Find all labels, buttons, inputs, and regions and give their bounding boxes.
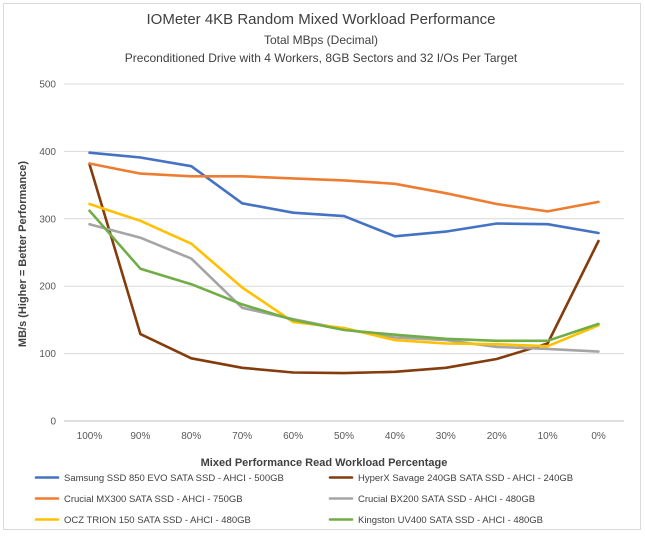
legend-label: OCZ TRION 150 SATA SSD - AHCI - 480GB — [64, 515, 251, 526]
y-tick-label: 400 — [39, 147, 56, 158]
x-axis-ticks: 100% 90% 80% 70% 60% 50% 40% 30% 20% 10% 0% — [77, 431, 606, 442]
chart-title: IOMeter 4KB Random Mixed Workload Perfor… — [146, 11, 495, 28]
line-chart: IOMeter 4KB Random Mixed Workload Perfor… — [17, 11, 624, 526]
series-lines — [88, 151, 600, 375]
series-line-4 — [88, 222, 600, 353]
legend-label: Crucial BX200 SATA SSD - AHCI - 480GB — [358, 494, 535, 505]
series-line-1 — [88, 151, 600, 238]
x-tick-label: 80% — [181, 431, 201, 442]
series-line-6 — [88, 209, 600, 343]
legend-label: Crucial MX300 SATA SSD - AHCI - 750GB — [64, 494, 243, 505]
x-tick-label: 20% — [487, 431, 507, 442]
series-line-2 — [88, 162, 600, 375]
legend-label: HyperX Savage 240GB SATA SSD - AHCI - 24… — [358, 473, 573, 484]
x-tick-label: 40% — [385, 431, 405, 442]
x-tick-label: 50% — [334, 431, 354, 442]
legend-label: Kingston UV400 SATA SSD - AHCI - 480GB — [358, 515, 543, 526]
gridlines — [64, 83, 624, 422]
legend: Samsung SSD 850 EVO SATA SSD - AHCI - 50… — [34, 473, 573, 526]
x-tick-label: 0% — [591, 431, 606, 442]
x-tick-label: 60% — [283, 431, 303, 442]
y-tick-label: 100 — [39, 349, 56, 360]
y-tick-label: 0 — [50, 417, 56, 428]
y-tick-label: 500 — [39, 80, 56, 91]
series-line-3 — [88, 162, 600, 213]
chart-subtitle-conditions: Preconditioned Drive with 4 Workers, 8GB… — [125, 51, 518, 65]
x-tick-label: 30% — [436, 431, 456, 442]
y-tick-label: 300 — [39, 214, 56, 225]
y-axis-title: MB/s (Higher = Better Performance) — [17, 161, 29, 347]
x-tick-label: 90% — [130, 431, 150, 442]
series-line-5 — [88, 202, 600, 348]
x-tick-label: 100% — [77, 431, 103, 442]
legend-label: Samsung SSD 850 EVO SATA SSD - AHCI - 50… — [64, 473, 284, 484]
y-tick-label: 200 — [39, 282, 56, 293]
chart-frame: IOMeter 4KB Random Mixed Workload Perfor… — [3, 3, 641, 530]
chart-subtitle: Total MBps (Decimal) — [264, 33, 378, 47]
x-tick-label: 10% — [538, 431, 558, 442]
x-tick-label: 70% — [232, 431, 252, 442]
y-axis-ticks: 0 100 200 300 400 500 — [39, 80, 56, 428]
x-axis-title: Mixed Performance Read Workload Percenta… — [201, 457, 448, 469]
